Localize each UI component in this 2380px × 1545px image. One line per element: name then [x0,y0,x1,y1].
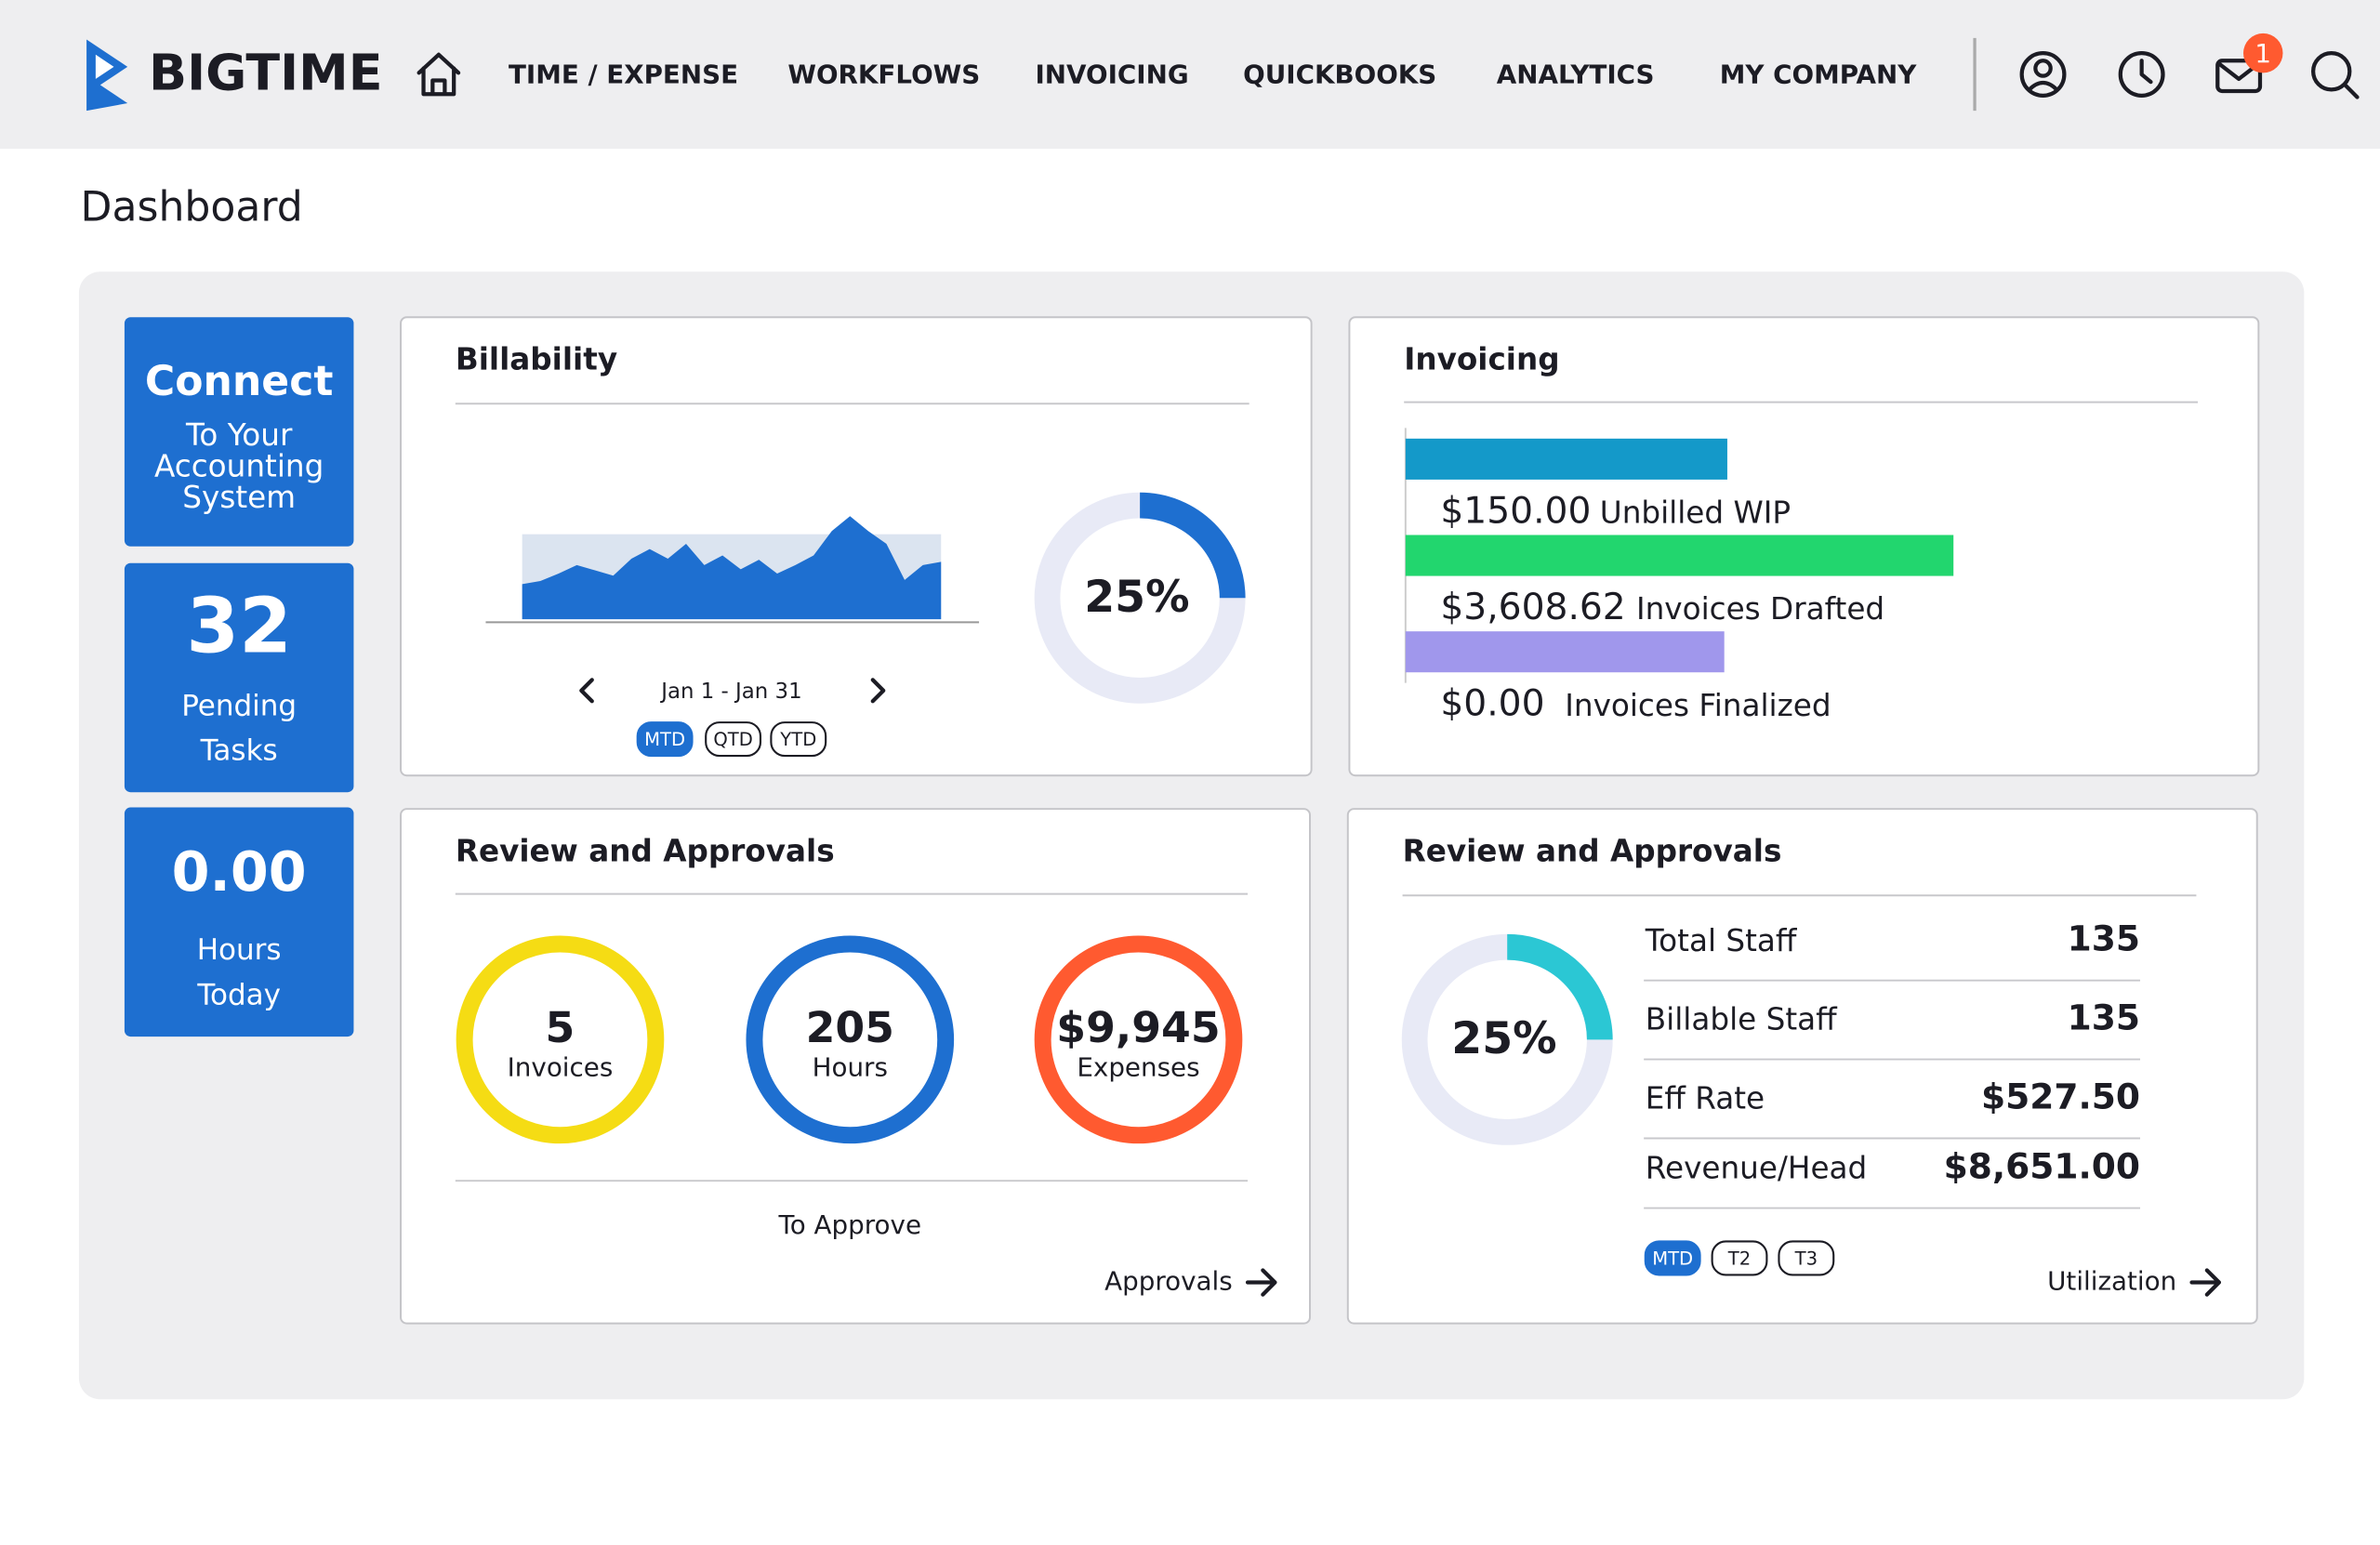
notification-badge [2243,33,2283,73]
stat-value: 135 [2068,918,2140,959]
nav-item[interactable]: ANALYTICS [1497,59,1655,90]
date-range: Jan 1 - Jan 31 [659,680,801,704]
invoice-label: Invoices Drafted [1636,591,1884,627]
invoice-bar [1405,438,1727,480]
approval-label: Invoices [508,1051,614,1082]
stat-value: $527.50 [1981,1076,2140,1117]
approval-value: 5 [546,1003,575,1052]
approval-label: Hours [813,1051,888,1082]
period-pill[interactable] [770,721,827,758]
donut-label: 25% [1451,1013,1556,1064]
stat-value: 135 [2068,997,2140,1038]
tile-line: Accounting [154,449,324,484]
link-arrow[interactable] [1245,1268,1277,1297]
period-label: T3 [1794,1248,1818,1270]
link-arrow[interactable] [2189,1268,2222,1297]
tile-title: Connect [145,358,333,405]
period-label: MTD [1652,1248,1693,1270]
period-pill[interactable] [1778,1240,1835,1276]
invoice-amount: $0.00 [1440,683,1544,725]
next-arrow[interactable] [870,678,886,704]
link[interactable]: Utilization [2047,1266,2176,1297]
card-title: Invoicing [1404,342,1559,377]
period-pill[interactable] [705,721,762,758]
stat-label: Total Staff [1645,923,1798,958]
stat-label: Revenue/Head [1646,1151,1868,1186]
approval-label: Expenses [1077,1051,1199,1082]
tile [124,562,354,793]
notification-count: 1 [2254,38,2271,69]
link[interactable]: Approvals [1104,1266,1233,1297]
nav-item[interactable]: WORKFLOWS [787,59,980,90]
clock-icon[interactable] [2118,51,2165,98]
nav-item[interactable]: TIME / EXPENSE [509,59,738,90]
invoice-amount: $150.00 [1440,490,1591,532]
approvals-footer: To Approve [778,1209,922,1240]
nav-item[interactable]: INVOICING [1035,59,1188,90]
approval-ring[interactable] [456,935,665,1144]
tile-line: System [182,480,296,515]
logo: BIGTIME [149,43,383,101]
profile-icon[interactable] [2019,51,2067,98]
card-title: Review and Approvals [1403,834,1782,869]
invoice-amount: $3,608.62 [1440,587,1625,628]
invoice-bar [1405,535,1954,576]
approval-ring[interactable] [746,935,955,1144]
tile-line: To Your [185,417,293,453]
nav-item[interactable]: MY COMPANY [1720,59,1917,90]
period-pill[interactable] [1644,1240,1701,1276]
period-label: T2 [1727,1248,1751,1270]
stat-label: Eff Rate [1646,1081,1765,1116]
donut-arc [1139,492,1246,599]
prev-arrow[interactable] [579,678,594,704]
period-label: QTD [713,729,752,750]
period-label: YTD [779,729,816,750]
home-icon[interactable] [416,52,461,97]
stat-label: Billable Staff [1646,1002,1838,1037]
stat-value: $8,651.00 [1944,1146,2140,1187]
card-title: Review and Approvals [456,834,835,869]
card-title: Billability [456,342,617,377]
top-bar [0,0,2380,149]
invoice-label: Unbilled WIP [1600,495,1791,530]
period-pill[interactable] [636,721,694,758]
logo-mark-inner [95,54,114,79]
invoice-bar [1405,631,1725,673]
donut-arc [1506,933,1613,1040]
tile-line: Pending [181,689,297,722]
tile-line: Today [196,978,281,1011]
tile-line: Tasks [200,733,278,767]
approval-ring[interactable] [1034,935,1243,1144]
period-label: MTD [644,729,685,750]
nav-item[interactable]: QUICKBOOKS [1243,59,1436,90]
search-icon[interactable] [2311,51,2360,99]
tile-title: 0.00 [172,839,307,904]
tile-title: 32 [186,583,292,671]
tile-line: Hours [197,933,282,967]
period-pill[interactable] [1711,1240,1768,1276]
card [1346,808,2258,1325]
approval-value: $9,945 [1056,1003,1220,1052]
invoice-label: Invoices Finalized [1565,688,1831,723]
tile [124,807,354,1037]
sparkline-area [522,516,942,620]
page-title: Dashboard [81,183,303,231]
approval-value: 205 [806,1003,894,1052]
tile[interactable] [124,317,354,547]
donut-label: 25% [1084,572,1189,623]
